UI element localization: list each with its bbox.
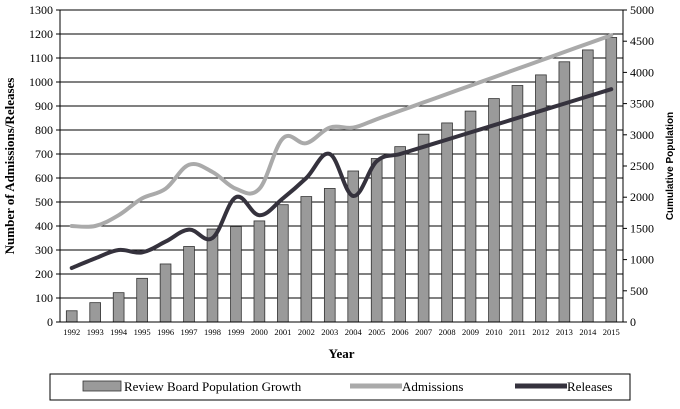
bar <box>159 263 172 323</box>
y-tick-label: 500 <box>35 195 53 209</box>
y2-tick-label: 1500 <box>630 221 654 235</box>
x-tick-label: 2002 <box>298 327 315 337</box>
x-tick-label: 2006 <box>392 327 409 337</box>
x-tick-label: 1995 <box>134 327 151 337</box>
y2-tick-label: 2000 <box>630 190 654 204</box>
bar <box>323 188 336 323</box>
bar <box>488 98 500 323</box>
x-tick-label: 1993 <box>87 327 104 337</box>
x-tick-label: 2010 <box>485 327 502 337</box>
x-tick-label: 2013 <box>556 327 573 337</box>
x-tick-label: 1997 <box>181 327 198 337</box>
bar <box>441 122 453 323</box>
x-axis-ticks: 1992 1993 1994 1995 1996 1997 1998 1999 2000 2001… <box>63 327 620 337</box>
y2-tick-label: 1000 <box>630 253 654 267</box>
x-tick-label: 1996 <box>157 327 174 337</box>
x-tick-label: 2011 <box>509 327 526 337</box>
x-tick-label: 1994 <box>110 327 128 337</box>
y-tick-label: 700 <box>35 147 53 161</box>
bar <box>136 277 148 323</box>
x-tick-label: 2012 <box>532 327 549 337</box>
y2-tick-label: 0 <box>630 315 636 329</box>
y2-tick-label: 2500 <box>630 159 654 173</box>
legend-label-releases: Releases <box>567 379 612 394</box>
y2-axis-label: Cumulative Population <box>665 112 676 220</box>
y-tick-label: 800 <box>35 123 53 137</box>
bar <box>605 37 618 323</box>
y-tick-label: 1200 <box>29 27 53 41</box>
y-tick-label: 0 <box>47 315 53 329</box>
y-tick-label: 100 <box>35 291 53 305</box>
x-tick-label: 2009 <box>462 327 479 337</box>
legend-label-population: Review Board Population Growth <box>124 379 302 394</box>
bar <box>230 226 242 323</box>
left-axis-ticks: 0 100 200 300 400 500 600 700 800 900 1000 1100 1200… <box>29 3 60 329</box>
bar <box>65 310 78 323</box>
line-releases <box>69 87 614 270</box>
bar <box>206 228 219 323</box>
bar <box>370 158 383 323</box>
x-tick-label: 1999 <box>227 327 244 337</box>
line-admissions <box>69 33 614 229</box>
y2-tick-label: 500 <box>630 284 648 298</box>
y-tick-label: 1000 <box>29 75 53 89</box>
legend-swatch-population <box>82 380 122 392</box>
bar <box>183 246 195 323</box>
x-tick-label: 2008 <box>439 327 456 337</box>
y2-tick-label: 3500 <box>630 97 654 111</box>
x-tick-label: 2001 <box>274 327 291 337</box>
x-tick-label: 2004 <box>345 327 363 337</box>
y-axis-label: Number of Admissions/Releases <box>2 78 17 255</box>
y-tick-label: 900 <box>35 99 53 113</box>
bar-series <box>65 37 618 323</box>
y2-tick-label: 4500 <box>630 34 654 48</box>
bar <box>394 146 406 323</box>
bar <box>89 302 101 323</box>
y-tick-label: 400 <box>35 219 53 233</box>
y2-tick-label: 5000 <box>630 3 654 17</box>
line-series <box>69 33 614 270</box>
x-axis-label: Year <box>329 346 355 361</box>
bar <box>582 49 594 323</box>
x-tick-label: 2005 <box>368 327 385 337</box>
bar <box>464 110 477 323</box>
bar <box>253 220 266 323</box>
y-tick-label: 300 <box>35 243 53 257</box>
y2-tick-label: 3000 <box>630 128 654 142</box>
y-tick-label: 200 <box>35 267 53 281</box>
bar <box>277 204 289 323</box>
x-tick-label: 1992 <box>63 327 80 337</box>
bar <box>112 292 125 323</box>
y-tick-label: 1300 <box>29 3 53 17</box>
x-tick-label: 1998 <box>204 327 221 337</box>
x-tick-label: 2003 <box>321 327 338 337</box>
right-axis-ticks: 0 500 1000 1500 2000 2500 3000 3500 4000 4500 5000 <box>623 3 654 329</box>
x-tick-label: 2014 <box>579 327 597 337</box>
bar <box>300 196 313 323</box>
x-tick-label: 2015 <box>603 327 620 337</box>
x-tick-label: 2000 <box>251 327 268 337</box>
y2-tick-label: 4000 <box>630 65 654 79</box>
legend: Review Board Population Growth Admission… <box>49 373 631 401</box>
x-tick-label: 2007 <box>415 327 432 337</box>
y-tick-label: 600 <box>35 171 53 185</box>
y-tick-label: 1100 <box>29 51 53 65</box>
legend-label-admissions: Admissions <box>402 379 463 394</box>
bar <box>417 133 430 323</box>
